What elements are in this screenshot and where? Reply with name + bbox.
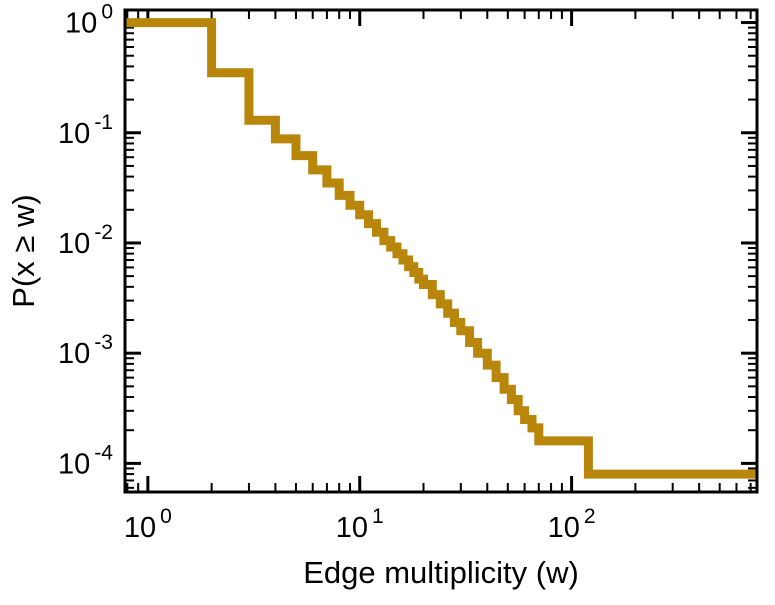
y-tick-label: 10 -1 bbox=[58, 111, 113, 150]
axis-box bbox=[123, 8, 759, 494]
x-tick-label: 10 1 bbox=[336, 505, 384, 544]
y-tick-label: 10 -3 bbox=[58, 331, 113, 370]
y-tick-label: 10 0 bbox=[65, 1, 113, 40]
y-tick-label: 10 -4 bbox=[58, 441, 113, 480]
x-tick-label: 10 0 bbox=[124, 505, 172, 544]
axis-ticks bbox=[125, 10, 757, 492]
tick-labels: 10 0 10 1 10 2 10 0 10 -1 10 -2 10 -3 10 -4 bbox=[58, 1, 596, 544]
x-axis-title: Edge multiplicity (w) bbox=[303, 555, 579, 590]
y-axis-title: P(x ≥ w) bbox=[6, 194, 41, 307]
ccdf-step-curve bbox=[125, 18, 757, 479]
y-tick-label: 10 -2 bbox=[58, 221, 113, 260]
x-tick-label: 10 2 bbox=[548, 505, 596, 544]
